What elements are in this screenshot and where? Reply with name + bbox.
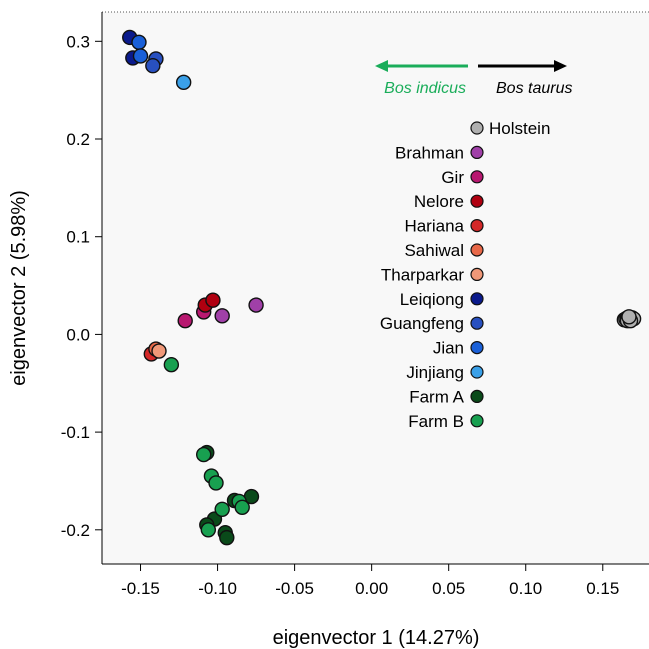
y-tick-label: 0.2: [66, 130, 90, 149]
x-tick-label: 0.00: [355, 579, 388, 598]
legend-label-farm-a: Farm A: [409, 387, 464, 406]
y-tick-label: -0.2: [61, 521, 90, 540]
legend-label-nelore: Nelore: [414, 192, 464, 211]
legend-marker-jinjiang: [470, 365, 484, 379]
legend-label-hariana: Hariana: [404, 217, 464, 236]
point-guangfeng: [145, 58, 161, 74]
legend-marker-holstein: [470, 121, 484, 135]
y-axis-ticks: -0.2 -0.1 0.0 0.1 0.2 0.3: [61, 32, 102, 540]
x-axis-label: eigenvector 1 (14.27%): [273, 627, 480, 649]
legend: Holstein Brahman Gir Nelore Hariana Sahiwal Th…: [380, 119, 551, 431]
x-tick-label: -0.05: [275, 579, 314, 598]
x-tick-label: 0.05: [432, 579, 465, 598]
bos-taurus-arrowhead: [554, 60, 567, 72]
legend-marker-farm-a: [470, 389, 484, 403]
legend-label-holstein: Holstein: [489, 119, 550, 138]
point-farm-b: [234, 499, 250, 516]
bos-indicus-arrowhead: [375, 60, 388, 72]
legend-marker-guangfeng: [470, 316, 484, 330]
legend-label-jian: Jian: [433, 339, 464, 358]
legend-label-farm-b: Farm B: [408, 412, 464, 431]
legend-marker-farm-b: [470, 414, 484, 428]
legend-marker-hariana: [470, 219, 484, 233]
point-nelore: [205, 292, 221, 308]
point-farm-b: [163, 356, 180, 373]
point-tharparkar: [151, 343, 167, 359]
legend-label-tharparkar: Tharparkar: [381, 265, 464, 284]
legend-label-guangfeng: Guangfeng: [380, 314, 464, 333]
y-tick-label: 0.0: [66, 325, 90, 344]
point-jian: [131, 34, 147, 50]
point-jinjiang: [175, 74, 192, 91]
y-tick-label: -0.1: [61, 423, 90, 442]
y-axis-label: eigenvector 2 (5.98%): [8, 190, 30, 386]
point-brahman: [248, 297, 264, 313]
legend-marker-nelore: [470, 194, 484, 208]
data-points: [122, 29, 642, 546]
point-farm-b: [208, 475, 224, 491]
legend-label-jinjiang: Jinjiang: [406, 363, 464, 382]
legend-marker-jian: [470, 341, 484, 355]
point-farm-b: [214, 501, 230, 517]
legend-marker-brahman: [470, 145, 484, 159]
point-farm-a: [219, 529, 235, 546]
y-tick-label: 0.3: [66, 32, 90, 51]
point-farm-b: [195, 446, 212, 463]
bos-indicus-label: Bos indicus: [384, 80, 466, 97]
legend-label-leiqiong: Leiqiong: [400, 290, 464, 309]
x-tick-label: 0.10: [509, 579, 542, 598]
x-tick-label: -0.15: [121, 579, 160, 598]
legend-marker-tharparkar: [470, 267, 484, 281]
bos-taurus-label: Bos taurus: [496, 80, 572, 97]
point-brahman: [214, 308, 230, 324]
x-axis-ticks: -0.15 -0.10 -0.05 0.00 0.05 0.10 0.15: [121, 564, 619, 598]
point-holstein: [621, 309, 637, 325]
point-farm-b: [200, 522, 217, 538]
legend-marker-leiqiong: [470, 292, 484, 306]
x-tick-label: -0.10: [198, 579, 237, 598]
point-jian: [132, 48, 149, 64]
legend-label-brahman: Brahman: [395, 143, 464, 162]
legend-marker-gir: [470, 170, 484, 184]
plot-area: [102, 12, 649, 564]
legend-label-sahiwal: Sahiwal: [404, 241, 464, 260]
legend-label-gir: Gir: [441, 168, 464, 187]
legend-marker-sahiwal: [470, 243, 484, 257]
y-tick-label: 0.1: [66, 228, 90, 247]
x-tick-label: 0.15: [586, 579, 619, 598]
point-gir: [177, 313, 193, 329]
